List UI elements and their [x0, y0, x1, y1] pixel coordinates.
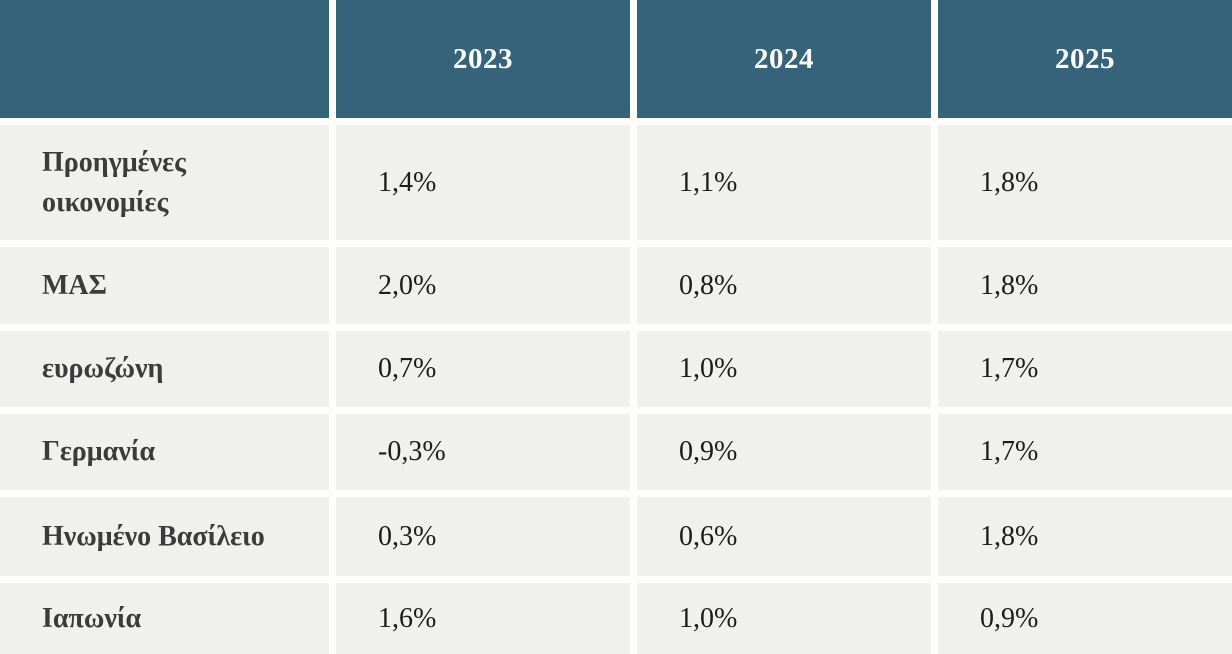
- cell-united-kingdom-2023: 0,3%: [336, 497, 630, 576]
- cell-eurozone-2025: 1,7%: [938, 331, 1232, 407]
- cell-japan-2023: 1,6%: [336, 583, 630, 654]
- cell-united-kingdom-2024: 0,6%: [637, 497, 931, 576]
- cell-mas-2024: 0,8%: [637, 247, 931, 324]
- row-label-germany: Γερμανία: [0, 414, 329, 490]
- header-year-2025: 2025: [938, 0, 1232, 118]
- row-label-japan: Ιαπωνία: [0, 583, 329, 654]
- header-corner-cell: [0, 0, 329, 118]
- cell-eurozone-2023: 0,7%: [336, 331, 630, 407]
- cell-germany-2025: 1,7%: [938, 414, 1232, 490]
- row-label-eurozone: ευρωζώνη: [0, 331, 329, 407]
- cell-japan-2024: 1,0%: [637, 583, 931, 654]
- cell-mas-2025: 1,8%: [938, 247, 1232, 324]
- cell-japan-2025: 0,9%: [938, 583, 1232, 654]
- cell-eurozone-2024: 1,0%: [637, 331, 931, 407]
- cell-advanced-economies-2024: 1,1%: [637, 125, 931, 240]
- cell-mas-2023: 2,0%: [336, 247, 630, 324]
- cell-united-kingdom-2025: 1,8%: [938, 497, 1232, 576]
- cell-germany-2023: -0,3%: [336, 414, 630, 490]
- row-label-advanced-economies: Προηγμένες οικονομίες: [0, 125, 329, 240]
- row-label-mas: ΜΑΣ: [0, 247, 329, 324]
- cell-advanced-economies-2025: 1,8%: [938, 125, 1232, 240]
- header-year-2024: 2024: [637, 0, 931, 118]
- header-year-2023: 2023: [336, 0, 630, 118]
- cell-germany-2024: 0,9%: [637, 414, 931, 490]
- row-label-united-kingdom: Ηνωμένο Βασίλειο: [0, 497, 329, 576]
- cell-advanced-economies-2023: 1,4%: [336, 125, 630, 240]
